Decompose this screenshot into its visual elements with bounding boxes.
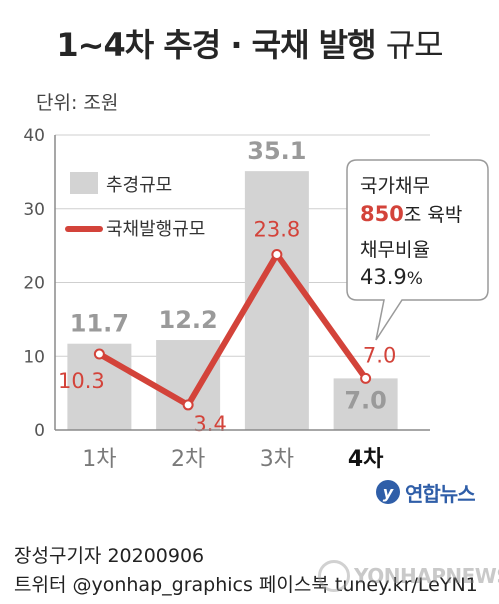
chart-title: 1~4차 추경 · 국채 발행 규모 — [0, 20, 499, 66]
credit-reporter: 장성구기자 20200906 — [14, 545, 205, 567]
y-axis: 0 10 20 30 40 — [23, 126, 56, 441]
bar-value-label: 7.0 — [344, 386, 387, 414]
y-tick-label: 0 — [34, 421, 45, 441]
bar-2 — [156, 340, 221, 430]
credit-social: 트위터 @yonhap_graphics 페이스북 tuney.kr/LeYN1 — [14, 574, 478, 596]
callout-ratio-unit: % — [407, 269, 423, 289]
x-tick-label: 1차 — [82, 447, 116, 472]
line-value-label: 10.3 — [58, 369, 105, 393]
line-point-3 — [271, 248, 283, 260]
y-tick-label: 20 — [23, 274, 45, 294]
callout-ratio: 43.9 — [360, 265, 407, 289]
callout-amount-suffix: 조 육박 — [404, 204, 462, 226]
y-tick-label: 40 — [23, 126, 45, 146]
y-tick-label: 30 — [23, 200, 45, 220]
x-tick-label: 4차 — [348, 447, 384, 472]
unit-label: 단위: 조원 — [36, 92, 119, 114]
line-series: 10.3 3.4 23.8 7.0 — [58, 217, 396, 435]
callout-bubble — [346, 159, 489, 341]
yonhap-logo-icon: y — [376, 480, 400, 504]
watermark-text: YONHAPNEWS — [354, 564, 499, 588]
line-point-4 — [360, 372, 372, 384]
line-value-label: 23.8 — [253, 217, 300, 241]
line-value-label: 3.4 — [193, 412, 226, 436]
yonhapnews-watermark-icon — [318, 560, 350, 592]
callout-line2: 850조 육박 — [360, 202, 462, 226]
yonhapnews-watermark: YONHAPNEWS — [318, 558, 499, 594]
legend-bar-label: 추경규모 — [106, 175, 172, 196]
x-tick-label: 2차 — [171, 447, 205, 472]
x-tick-label: 3차 — [260, 447, 294, 472]
x-axis: 1차 2차 3차 4차 — [55, 429, 430, 472]
bar-value-label: 12.2 — [159, 306, 218, 334]
callout-amount: 850 — [360, 202, 404, 226]
legend-line-label: 국채발행규모 — [106, 219, 205, 240]
callout-line1: 국가채무 — [360, 175, 430, 197]
legend-bar-swatch — [70, 172, 98, 194]
bar-3 — [244, 171, 309, 430]
chart-title-bold: 1~4차 추경 · 국채 발행 — [56, 26, 376, 64]
line-path — [96, 251, 369, 408]
callout-line4: 43.9% — [360, 265, 423, 289]
bar-series: 11.7 12.2 35.1 7.0 — [67, 137, 398, 430]
yonhap-logo-text: 연합뉴스 — [405, 481, 476, 506]
line-point-2 — [182, 399, 194, 411]
yonhap-logo: y 연합뉴스 — [376, 478, 476, 506]
bar-4 — [333, 378, 398, 430]
chart-title-light: 규모 — [385, 26, 444, 64]
y-tick-label: 10 — [23, 347, 45, 367]
bar-value-label: 35.1 — [247, 137, 306, 165]
line-point-1 — [93, 348, 105, 360]
bar-value-label: 11.7 — [70, 310, 129, 338]
line-value-label: 7.0 — [363, 343, 396, 367]
callout-line3: 채무비율 — [360, 239, 430, 261]
